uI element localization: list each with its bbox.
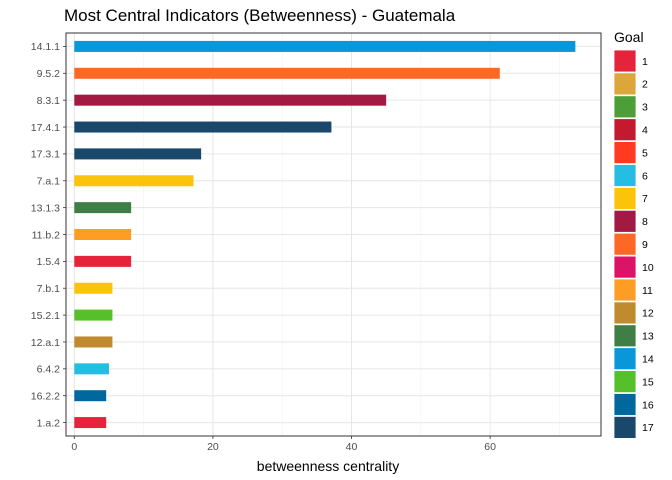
legend-label-11: 11	[642, 285, 653, 297]
y-tick-label: 7.a.1	[37, 176, 61, 188]
legend-label-6: 6	[642, 170, 648, 182]
bar-7.a.1	[74, 175, 194, 187]
bar-8.3.1	[74, 94, 387, 106]
bar-17.4.1	[74, 121, 332, 133]
legend-key-2	[613, 72, 637, 96]
legend-label-1: 1	[642, 56, 648, 68]
plot-panel	[65, 32, 602, 437]
legend-label-5: 5	[642, 147, 648, 159]
legend-key-13	[613, 324, 637, 348]
bar-1.5.4	[74, 255, 132, 267]
bar-14.1.1	[74, 40, 576, 52]
bar-7.b.1	[74, 282, 113, 294]
legend-label-17: 17	[642, 422, 654, 434]
legend-label-12: 12	[642, 308, 654, 320]
legend-key-15	[613, 370, 637, 394]
y-tick-label: 11.b.2	[32, 229, 61, 241]
x-axis-title: betweenness centrality	[257, 458, 399, 474]
legend-label-2: 2	[642, 79, 648, 91]
legend-key-3	[613, 95, 637, 119]
legend-label-16: 16	[642, 399, 654, 411]
legend-key-10	[613, 255, 637, 279]
bars-group	[74, 40, 576, 429]
bar-6.4.2	[74, 363, 109, 375]
y-tick-label: 16.2.2	[31, 391, 60, 403]
legend-key-1	[613, 49, 637, 73]
legend-label-13: 13	[642, 331, 654, 343]
y-tick-label: 6.4.2	[37, 364, 61, 376]
y-tick-label: 14.1.1	[31, 41, 60, 53]
chart-title: Most Central Indicators (Betweenness) - …	[64, 6, 456, 25]
y-axis-ticks: 14.1.1 9.5.2 8.3.1 17.4.1 17.3.1 7.a.1 13.1.3 1…	[31, 41, 66, 429]
y-tick-label: 8.3.1	[37, 95, 61, 107]
legend-key-4	[613, 118, 637, 142]
legend-label-3: 3	[642, 102, 648, 114]
x-tick-label: 0	[71, 441, 77, 453]
y-tick-label: 13.1.3	[31, 202, 60, 214]
y-tick-label: 7.b.1	[37, 283, 61, 295]
bar-12.a.1	[74, 336, 113, 348]
x-tick-label: 60	[484, 441, 496, 453]
y-tick-label: 17.4.1	[31, 122, 60, 134]
y-tick-label: 1.a.2	[37, 417, 61, 429]
legend-key-17	[613, 415, 637, 439]
bar-17.3.1	[74, 148, 202, 160]
legend-label-15: 15	[642, 376, 654, 388]
bar-11.b.2	[74, 229, 132, 240]
bar-13.1.3	[74, 202, 132, 214]
legend-label-9: 9	[642, 239, 648, 251]
bar-16.2.2	[74, 390, 107, 402]
x-tick-label: 40	[346, 441, 358, 453]
legend-key-12	[613, 301, 637, 325]
y-tick-label: 1.5.4	[37, 256, 61, 268]
legend-key-16	[613, 393, 637, 416]
legend-label-7: 7	[642, 193, 648, 205]
legend-key-11	[613, 278, 637, 302]
x-axis-ticks: 0 20 40 60	[71, 436, 496, 453]
legend-key-6	[613, 164, 637, 187]
legend-label-14: 14	[642, 354, 654, 366]
y-tick-label: 12.a.1	[31, 337, 60, 349]
legend-key-5	[613, 141, 637, 165]
bar-1.a.2	[74, 417, 107, 429]
legend-key-14	[613, 347, 637, 371]
legend-key-7	[613, 186, 637, 210]
legend-title: Goal	[614, 29, 644, 45]
legend-key-9	[613, 232, 637, 256]
legend-label-4: 4	[642, 125, 648, 137]
legend-key-8	[613, 209, 637, 233]
bar-9.5.2	[74, 67, 500, 79]
x-tick-label: 20	[207, 441, 219, 453]
bar-15.2.1	[74, 309, 113, 321]
legend-label-10: 10	[642, 262, 654, 274]
y-tick-label: 15.2.1	[31, 310, 60, 322]
y-tick-label: 17.3.1	[31, 149, 60, 161]
legend-label-8: 8	[642, 216, 648, 228]
y-tick-label: 9.5.2	[37, 68, 61, 80]
